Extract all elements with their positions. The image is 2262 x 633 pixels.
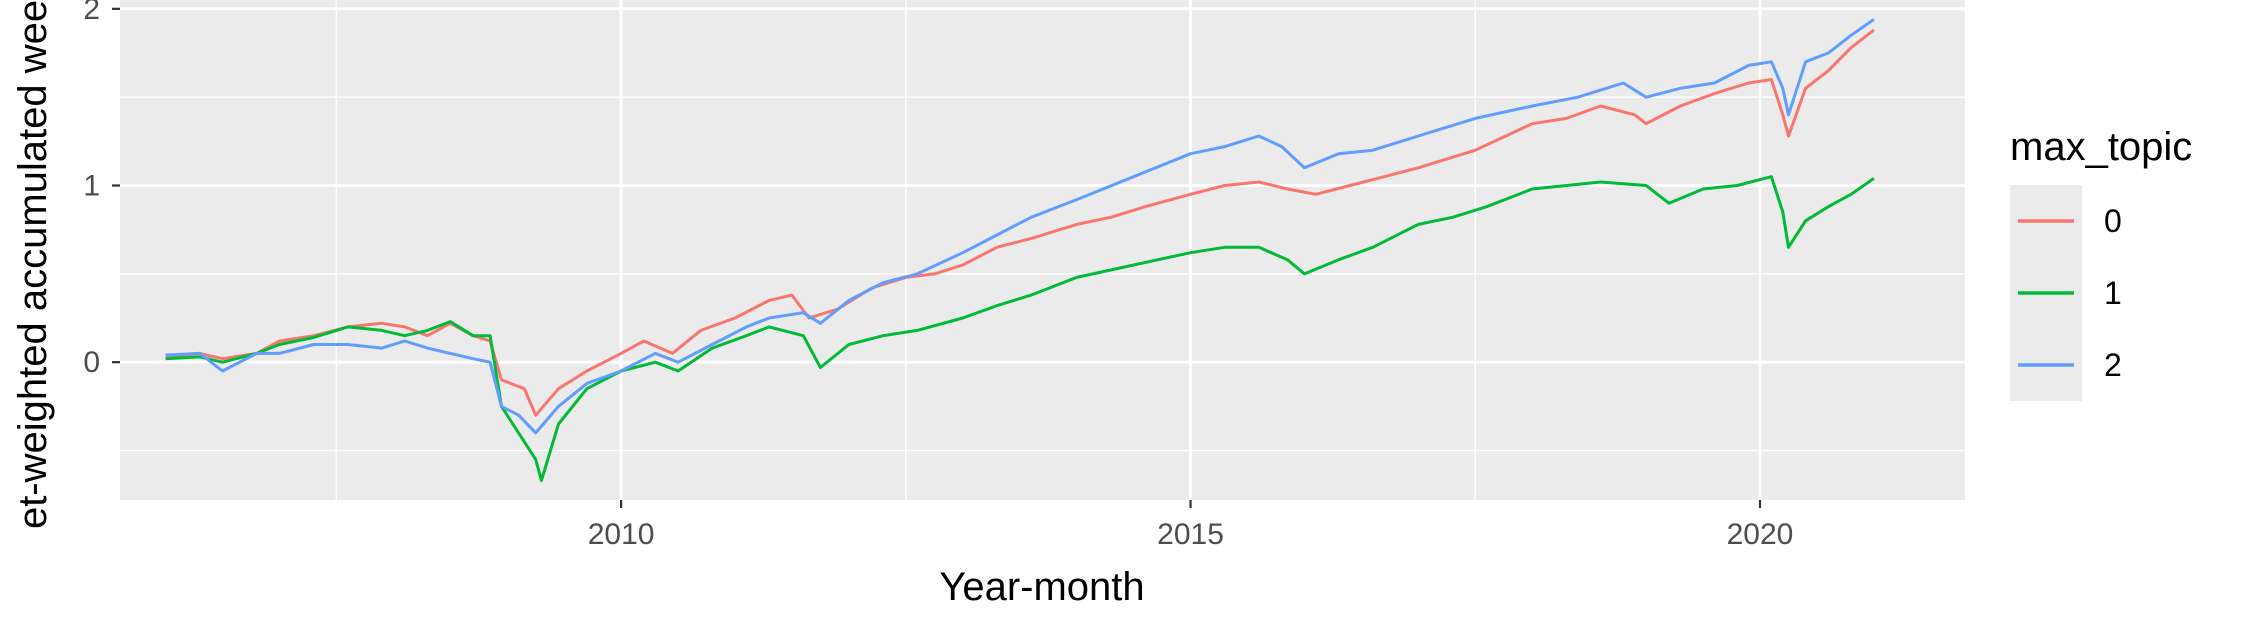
x-tick-label: 2010	[588, 518, 655, 551]
x-tick-label: 2020	[1727, 518, 1794, 551]
y-axis-title: et-weighted accumulated weekl	[11, 0, 55, 529]
gridlines	[120, 0, 1965, 500]
legend-title: max_topic	[2010, 125, 2192, 169]
legend-label-2: 2	[2104, 347, 2122, 383]
series-lines	[165, 18, 1875, 483]
legend-label-0: 0	[2104, 203, 2122, 239]
series-line-0	[165, 28, 1875, 417]
axes: 0 1 2 2010 2015 2020	[83, 0, 1793, 551]
x-axis-title: Year-month	[939, 565, 1144, 609]
series-line-1	[165, 175, 1875, 483]
y-tick-label: 0	[83, 346, 100, 379]
legend: max_topic 0 1 2	[2010, 125, 2192, 401]
y-tick-label: 1	[83, 170, 100, 203]
panel-background	[120, 0, 1965, 500]
x-tick-label: 2015	[1157, 518, 1224, 551]
series-line-2	[165, 18, 1875, 435]
legend-label-1: 1	[2104, 275, 2122, 311]
y-tick-label: 2	[83, 0, 100, 26]
